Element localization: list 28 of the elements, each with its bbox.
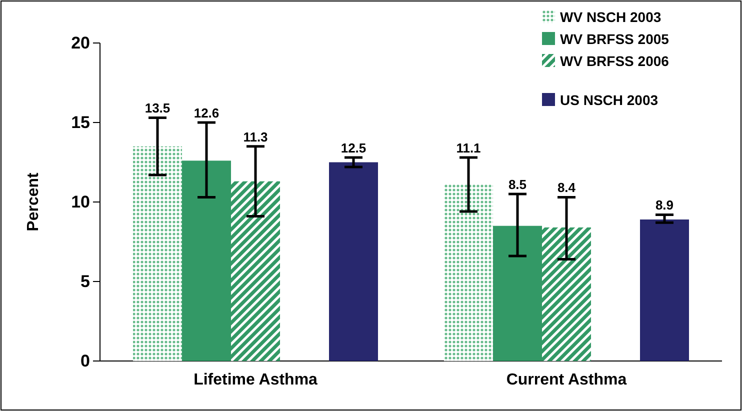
x-tick-label: Current Asthma [506,371,627,388]
data-label: 8.4 [557,180,576,196]
x-tick-label: Lifetime Asthma [194,371,318,388]
data-label: 11.1 [456,140,481,156]
legend-label: WV BRFSS 2006 [560,53,670,69]
bar [231,181,280,361]
bar [133,146,182,361]
y-tick-label: 15 [71,112,90,132]
legend-label: US NSCH 2003 [560,92,658,108]
y-axis-title: Percent [25,172,42,232]
y-tick-label: 5 [80,272,90,291]
legend-label: WV BRFSS 2005 [560,31,670,47]
data-label: 11.3 [243,129,268,144]
data-label: 12.5 [340,140,366,156]
bar [329,162,378,361]
data-label: 12.6 [194,106,220,120]
bar [542,227,591,361]
y-tick-label: 20 [71,33,90,52]
bar [640,219,689,361]
data-label: 8.9 [655,198,674,213]
bar [444,184,493,361]
data-label: 13.5 [144,100,170,116]
bar [493,226,542,361]
legend-label: WV NSCH 2003 [560,9,662,25]
data-label: 8.5 [508,177,527,192]
bar [182,160,231,361]
y-tick-label: 10 [71,192,90,212]
y-tick-label: 0 [80,351,90,370]
